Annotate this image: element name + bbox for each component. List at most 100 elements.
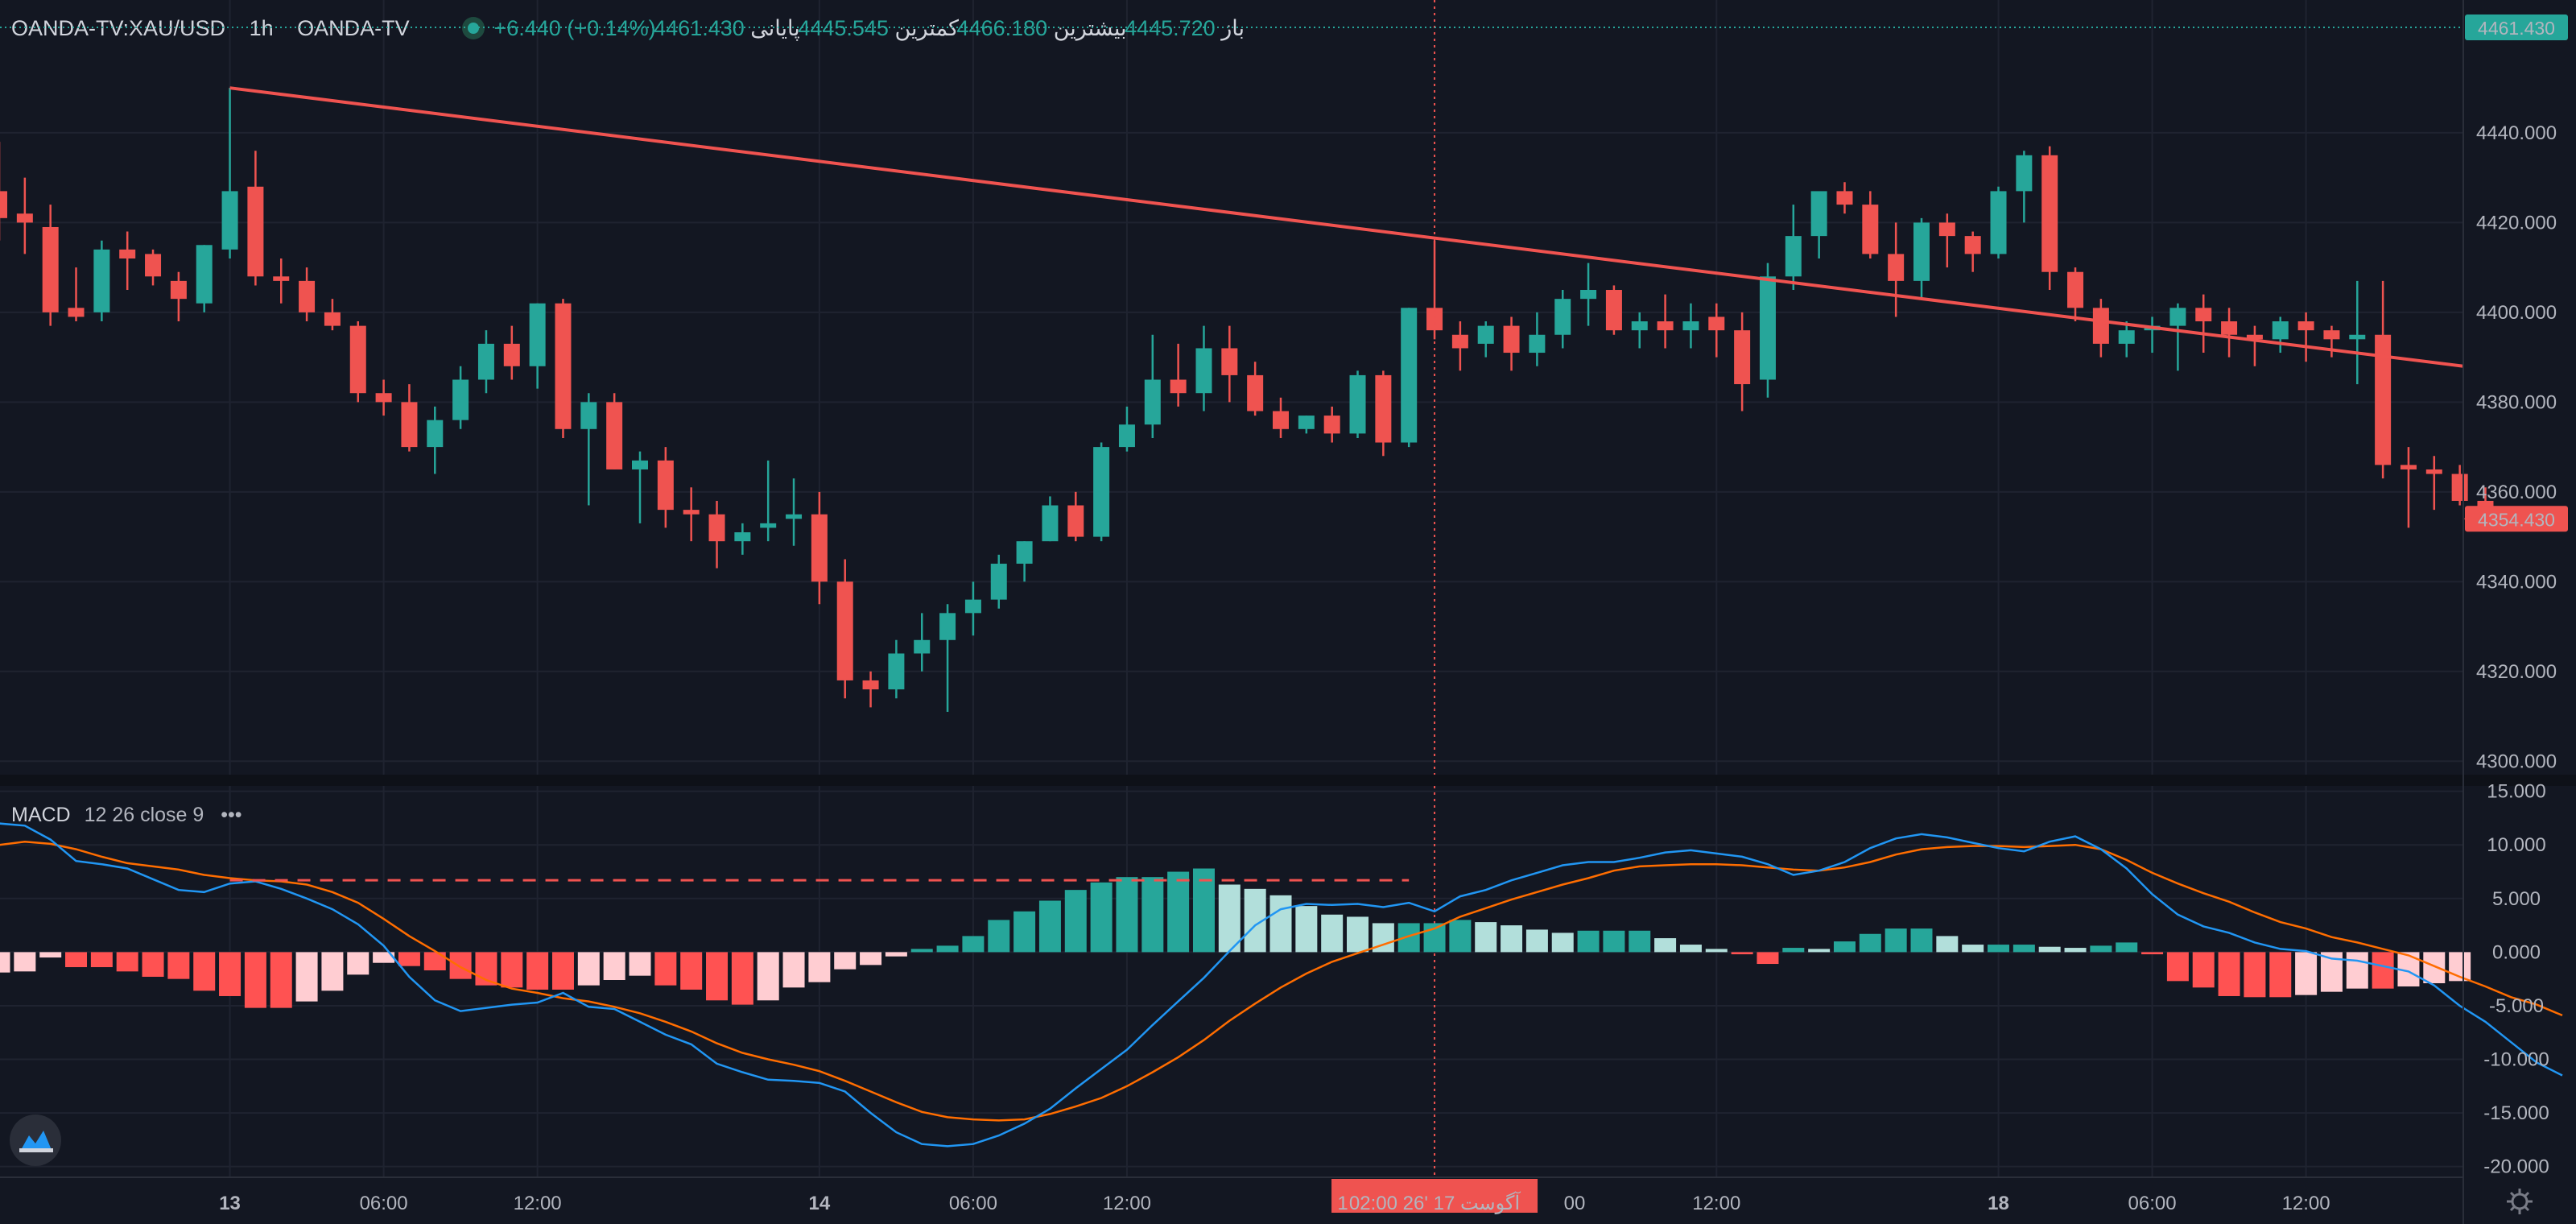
- candle[interactable]: [914, 613, 931, 672]
- candle[interactable]: [555, 299, 572, 438]
- more-icon[interactable]: •••: [221, 804, 242, 826]
- tradingview-logo-icon[interactable]: [10, 1114, 61, 1166]
- candle[interactable]: [632, 451, 648, 523]
- candle[interactable]: [1734, 312, 1751, 411]
- candle[interactable]: [580, 393, 597, 506]
- candle[interactable]: [1862, 191, 1879, 258]
- candle[interactable]: [1170, 343, 1187, 407]
- candle[interactable]: [299, 267, 316, 322]
- candle[interactable]: [1273, 397, 1289, 438]
- candle[interactable]: [1503, 316, 1520, 371]
- candle[interactable]: [1708, 303, 1725, 358]
- candle[interactable]: [503, 325, 520, 380]
- candle[interactable]: [2323, 325, 2340, 358]
- candle[interactable]: [2272, 316, 2289, 354]
- candle[interactable]: [349, 321, 366, 403]
- candle[interactable]: [1144, 334, 1161, 438]
- candle[interactable]: [273, 258, 290, 304]
- candle[interactable]: [606, 393, 623, 469]
- candle[interactable]: [477, 330, 494, 394]
- candle[interactable]: [1759, 263, 1776, 398]
- candle[interactable]: [1093, 442, 1110, 542]
- candle[interactable]: [427, 406, 444, 474]
- candle[interactable]: [1785, 205, 1802, 291]
- candle[interactable]: [401, 384, 418, 452]
- candle[interactable]: [0, 142, 7, 241]
- candle[interactable]: [1016, 541, 1033, 582]
- candle[interactable]: [1605, 285, 1622, 335]
- candle[interactable]: [1964, 231, 1981, 272]
- candle[interactable]: [2375, 280, 2392, 479]
- candle[interactable]: [888, 639, 905, 699]
- candle[interactable]: [1401, 308, 1418, 448]
- candle[interactable]: [2195, 294, 2212, 354]
- candle[interactable]: [1477, 321, 1494, 358]
- candle[interactable]: [1657, 294, 1674, 349]
- candle[interactable]: [1349, 370, 1366, 438]
- candle[interactable]: [1631, 312, 1648, 349]
- candle[interactable]: [1990, 186, 2007, 258]
- candle[interactable]: [811, 491, 828, 605]
- time-axis[interactable]: 13 06:00 12:00 14 06:00 12:00 12:00 18 06:00 12:0…: [219, 1193, 2330, 1214]
- candle[interactable]: [2425, 456, 2442, 511]
- candle[interactable]: [683, 487, 700, 542]
- macd-legend[interactable]: MACD 12 26 close 9 •••: [11, 804, 242, 826]
- candle[interactable]: [2297, 312, 2314, 362]
- candle[interactable]: [708, 500, 725, 569]
- candle[interactable]: [1221, 325, 1238, 403]
- candle[interactable]: [1375, 370, 1392, 457]
- candle[interactable]: [1913, 217, 1930, 300]
- candle[interactable]: [1451, 321, 1468, 371]
- candle[interactable]: [1067, 491, 1084, 542]
- candle[interactable]: [42, 205, 59, 326]
- macd-pane[interactable]: [0, 822, 2563, 1148]
- candle[interactable]: [2221, 308, 2238, 358]
- price-axis[interactable]: 4300.000 4320.000 4340.000 4360.000 4380.000…: [2476, 122, 2557, 772]
- candle[interactable]: [93, 240, 110, 322]
- candle[interactable]: [221, 88, 238, 258]
- candle[interactable]: [452, 366, 469, 429]
- candle[interactable]: [170, 271, 187, 322]
- macd-axis[interactable]: 15.000 10.000 5.000 0.000 -5.000 -10.000 -15.0…: [2483, 781, 2549, 1178]
- candle[interactable]: [324, 299, 341, 331]
- candle[interactable]: [2016, 151, 2033, 223]
- candle[interactable]: [196, 245, 213, 312]
- candle[interactable]: [16, 177, 33, 254]
- candle[interactable]: [1888, 222, 1905, 317]
- trendline[interactable]: [229, 86, 2464, 368]
- candle[interactable]: [119, 231, 136, 291]
- candle[interactable]: [862, 671, 879, 708]
- candle[interactable]: [1682, 303, 1699, 349]
- candle[interactable]: [1323, 406, 1340, 443]
- settings-gear-icon[interactable]: [2507, 1189, 2533, 1214]
- candle[interactable]: [990, 554, 1007, 609]
- candle[interactable]: [939, 604, 956, 712]
- candle[interactable]: [375, 379, 392, 416]
- candle[interactable]: [529, 303, 546, 389]
- candle[interactable]: [1810, 191, 1827, 258]
- candle[interactable]: [1195, 325, 1212, 411]
- candle[interactable]: [1554, 290, 1571, 349]
- signal-line[interactable]: [0, 840, 2563, 1122]
- candle[interactable]: [1042, 496, 1059, 542]
- pane-separator[interactable]: [0, 775, 2576, 786]
- candle[interactable]: [2118, 321, 2135, 358]
- candle[interactable]: [734, 523, 751, 555]
- price-pane[interactable]: [0, 0, 2496, 1177]
- candle[interactable]: [964, 581, 981, 636]
- candle[interactable]: [1118, 406, 1135, 452]
- candle[interactable]: [657, 447, 674, 528]
- candle[interactable]: [2169, 303, 2186, 371]
- candle[interactable]: [2041, 146, 2058, 291]
- candle[interactable]: [1938, 213, 1955, 268]
- candle[interactable]: [145, 249, 162, 286]
- macd-line[interactable]: [0, 822, 2563, 1148]
- candle[interactable]: [1247, 362, 1264, 416]
- candle[interactable]: [247, 151, 264, 286]
- candle[interactable]: [1580, 263, 1597, 326]
- candle[interactable]: [2092, 299, 2109, 358]
- candle[interactable]: [1298, 416, 1315, 434]
- candle[interactable]: [2246, 325, 2263, 366]
- candle[interactable]: [2400, 447, 2417, 528]
